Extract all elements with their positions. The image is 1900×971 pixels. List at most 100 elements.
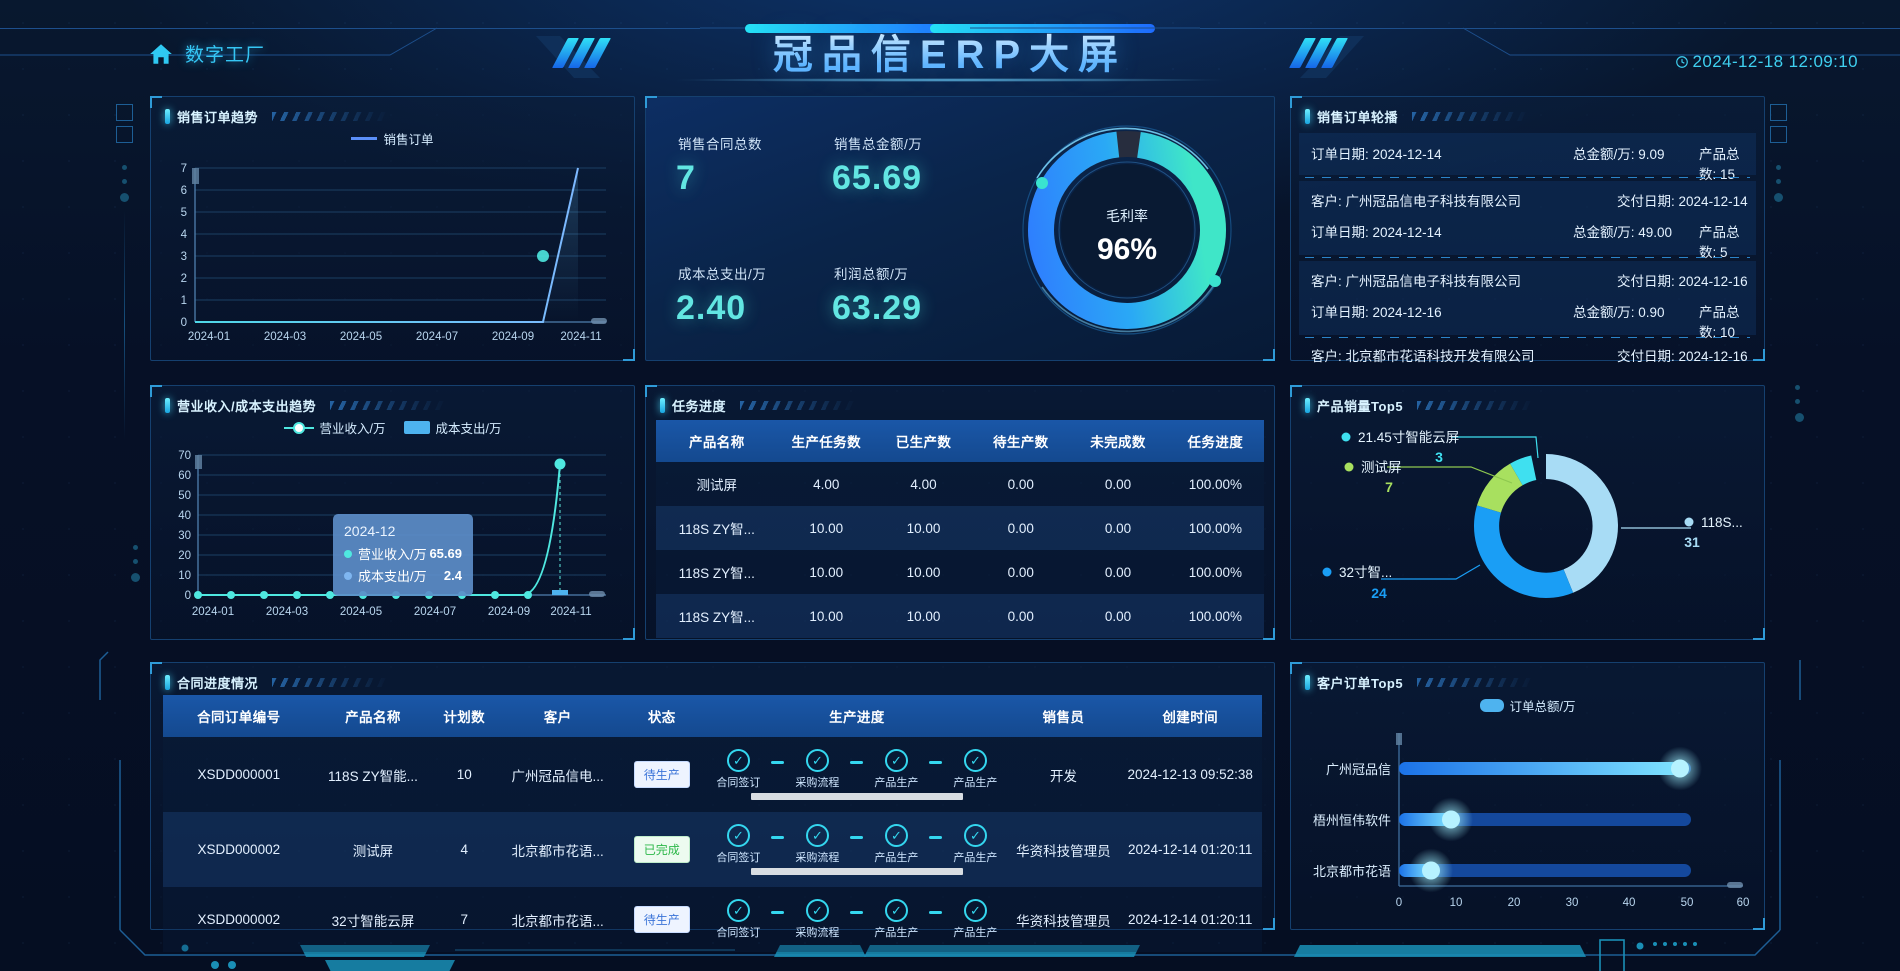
progress-step[interactable]: ✓ 产品生产: [865, 749, 927, 790]
cell-status: 待生产: [618, 737, 705, 812]
step-label: 合同签订: [716, 777, 761, 789]
deco-dot: [1795, 385, 1800, 390]
progress-step[interactable]: ✓ 采购流程: [786, 749, 848, 790]
legend-item[interactable]: 订单总额/万: [1479, 696, 1575, 715]
cell-production-progress: ✓ 合同签订 ✓ 采购流程 ✓ 产品生产 ✓ 产品生产: [705, 737, 1008, 812]
title-marker: [1305, 675, 1310, 690]
check-icon: ✓: [726, 824, 750, 847]
clock-icon: [1675, 56, 1688, 68]
table-row[interactable]: 测试屏 4.00 4.00 0.00 0.00 100.00%: [656, 462, 1264, 506]
deco-dot: [131, 573, 140, 582]
bar-category-2: 北京都市花语: [1313, 864, 1391, 879]
panel-title-text: 销售订单轮播: [1317, 110, 1399, 125]
svg-text:30: 30: [178, 530, 191, 542]
cell-produced: 10.00: [906, 520, 941, 536]
step-connector: [771, 911, 785, 914]
cell-task-count: 10.00: [809, 564, 844, 580]
svg-text:2024-03: 2024-03: [264, 331, 306, 343]
panel-product-sales-top5: 产品销量Top5 21.45寸智能云屏 3 测试屏 7 32寸智... 24: [1290, 385, 1765, 640]
carousel-delivery-date: 交付日期: 2024-12-16: [1617, 274, 1748, 289]
cell-task-count: 10.00: [809, 608, 844, 624]
progress-step[interactable]: ✓ 产品生产: [865, 824, 927, 865]
check-icon: ✓: [726, 899, 750, 922]
panel-title-product-top5: 产品销量Top5: [1305, 396, 1536, 415]
table-row[interactable]: 118S ZY智... 10.00 10.00 0.00 0.00 100.00…: [656, 506, 1264, 550]
status-badge[interactable]: 已完成: [633, 836, 690, 863]
x-tick-labels: 0 10 20 30 40 50 60: [1396, 897, 1750, 909]
table-row[interactable]: XSDD000002 32寸智能云屏 7 北京都市花语... 待生产 ✓ 合同签订…: [163, 887, 1262, 952]
progress-step[interactable]: ✓ 合同签订: [707, 824, 769, 865]
legend-item[interactable]: 营业收入/万: [283, 418, 386, 437]
tooltip-row-value: 65.69: [429, 546, 462, 561]
slice-118s: [1546, 454, 1618, 593]
donut-leader-lines: [1381, 436, 1691, 580]
home-link[interactable]: 数字工厂: [148, 40, 265, 67]
scroll-thumb: [1727, 882, 1743, 888]
legend-label: 销售订单: [383, 133, 434, 147]
deco-square: [1770, 126, 1787, 143]
table-row[interactable]: 118S ZY智... 10.00 10.00 0.00 0.00 100.00…: [656, 594, 1264, 638]
cell-order-no: XSDD000002: [197, 912, 281, 927]
progress-step[interactable]: ✓ 产品生产: [944, 824, 1006, 865]
legend-label: 营业收入/万: [319, 422, 386, 436]
kpi-value-3: 63.29: [832, 289, 923, 327]
carousel-product-count: 产品总数: 10: [1699, 305, 1740, 340]
title-marker: [660, 398, 665, 413]
hatch-decoration: [272, 112, 391, 121]
customer-order-bar-chart: 广州冠品信 梧州恒伟软件 北京都市花语 0 10 20 30 40 50 60: [1313, 733, 1750, 909]
scroll-thumb: [589, 591, 605, 597]
progress-scrollbar[interactable]: [750, 793, 963, 800]
svg-text:0: 0: [181, 317, 187, 329]
progress-step[interactable]: ✓ 合同签订: [707, 899, 769, 940]
check-icon: ✓: [963, 899, 987, 922]
tooltip-row-name: 成本支出/万: [358, 569, 427, 584]
kpi-value-2: 2.40: [676, 289, 747, 327]
cell-task-count: 4.00: [813, 476, 840, 492]
progress-step[interactable]: ✓ 产品生产: [944, 899, 1006, 940]
panel-title-order-carousel: 销售订单轮播: [1305, 107, 1531, 126]
check-icon: ✓: [805, 824, 829, 847]
cell-product-name: 118S ZY智...: [678, 566, 755, 581]
progress-step[interactable]: ✓ 采购流程: [786, 899, 848, 940]
status-badge[interactable]: 待生产: [633, 906, 690, 933]
col-order-no: 合同订单编号: [163, 695, 315, 737]
datetime-display: 2024-12-18 12:09:10: [1675, 52, 1858, 72]
cell-order-no: XSDD000002: [197, 842, 281, 857]
progress-step[interactable]: ✓ 采购流程: [786, 824, 848, 865]
step-connector: [850, 761, 864, 764]
table-row[interactable]: XSDD000002 测试屏 4 北京都市花语... 已完成 ✓ 合同签订 ✓ 采购…: [163, 812, 1262, 887]
chart-tooltip: 2024-12 营业收入/万 65.69 成本支出/万 2.4: [333, 514, 473, 596]
progress-step[interactable]: ✓ 产品生产: [944, 749, 1006, 790]
legend-sales-order: 销售订单: [151, 129, 634, 148]
bar-category-0: 广州冠品信: [1326, 762, 1391, 777]
check-icon: ✓: [805, 899, 829, 922]
legend-item[interactable]: 销售订单: [351, 129, 434, 148]
table-row[interactable]: XSDD000001 118S ZY智能... 10 广州冠品信电... 待生产…: [163, 737, 1262, 812]
cell-produced: 10.00: [906, 564, 941, 580]
tooltip-marker: [344, 571, 352, 580]
status-badge[interactable]: 待生产: [633, 761, 690, 788]
panel-title-contract-progress: 合同进度情况: [165, 673, 391, 692]
legend-item[interactable]: 成本支出/万: [403, 418, 501, 437]
bar-category-1: 梧州恒伟软件: [1313, 813, 1391, 828]
bar-cap-1: [1442, 810, 1460, 829]
donut-labels: 21.45寸智能云屏 3 测试屏 7 32寸智... 24 118S... 31: [1322, 430, 1743, 601]
tooltip-marker: [344, 549, 352, 558]
svg-text:2024-09: 2024-09: [488, 606, 530, 618]
table-row[interactable]: 118S ZY智... 10.00 10.00 0.00 0.00 100.00…: [656, 550, 1264, 594]
slice-32cun: [1473, 505, 1574, 598]
gridlines: [195, 167, 606, 301]
svg-text:40: 40: [1623, 897, 1636, 909]
cell-product: 测试屏: [352, 843, 394, 859]
panel-contract-progress: 合同进度情况 合同订单编号 产品名称 计划数 客户 状态 生产进度 销售员 创建…: [150, 662, 1275, 952]
progress-step[interactable]: ✓ 产品生产: [865, 899, 927, 940]
carousel-row-band: [1299, 261, 1756, 335]
svg-text:10: 10: [178, 570, 191, 582]
home-label: 数字工厂: [185, 40, 265, 67]
progress-scrollbar[interactable]: [750, 868, 963, 875]
col-pending: 待生产数: [972, 420, 1070, 462]
side-decoration-left-lower: [128, 545, 140, 582]
progress-step[interactable]: ✓ 合同签订: [707, 749, 769, 790]
cell-customer: 广州冠品信电...: [511, 768, 604, 784]
cell-pending: 0.00: [1007, 608, 1034, 624]
